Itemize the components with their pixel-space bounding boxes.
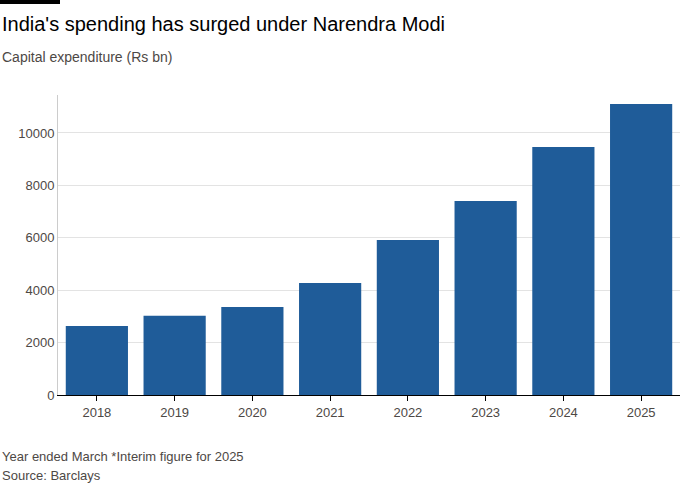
svg-text:2019: 2019 — [160, 405, 189, 420]
svg-text:2025: 2025 — [627, 405, 656, 420]
svg-text:2018: 2018 — [82, 405, 111, 420]
svg-text:2022: 2022 — [393, 405, 422, 420]
svg-text:2000: 2000 — [25, 335, 54, 350]
svg-text:2023: 2023 — [471, 405, 500, 420]
svg-text:0: 0 — [47, 388, 54, 403]
svg-text:2024: 2024 — [549, 405, 578, 420]
svg-text:Capital expenditure (Rs bn): Capital expenditure (Rs bn) — [2, 49, 172, 65]
svg-text:2021: 2021 — [316, 405, 345, 420]
svg-text:Source: Barclays: Source: Barclays — [2, 468, 101, 483]
svg-text:8000: 8000 — [25, 178, 54, 193]
svg-text:10000: 10000 — [18, 126, 54, 141]
svg-text:Year ended March *Interim figu: Year ended March *Interim figure for 202… — [2, 449, 244, 464]
svg-text:2020: 2020 — [238, 405, 267, 420]
svg-text:India's spending has surged un: India's spending has surged under Narend… — [2, 13, 445, 35]
svg-text:4000: 4000 — [25, 283, 54, 298]
svg-text:6000: 6000 — [25, 230, 54, 245]
